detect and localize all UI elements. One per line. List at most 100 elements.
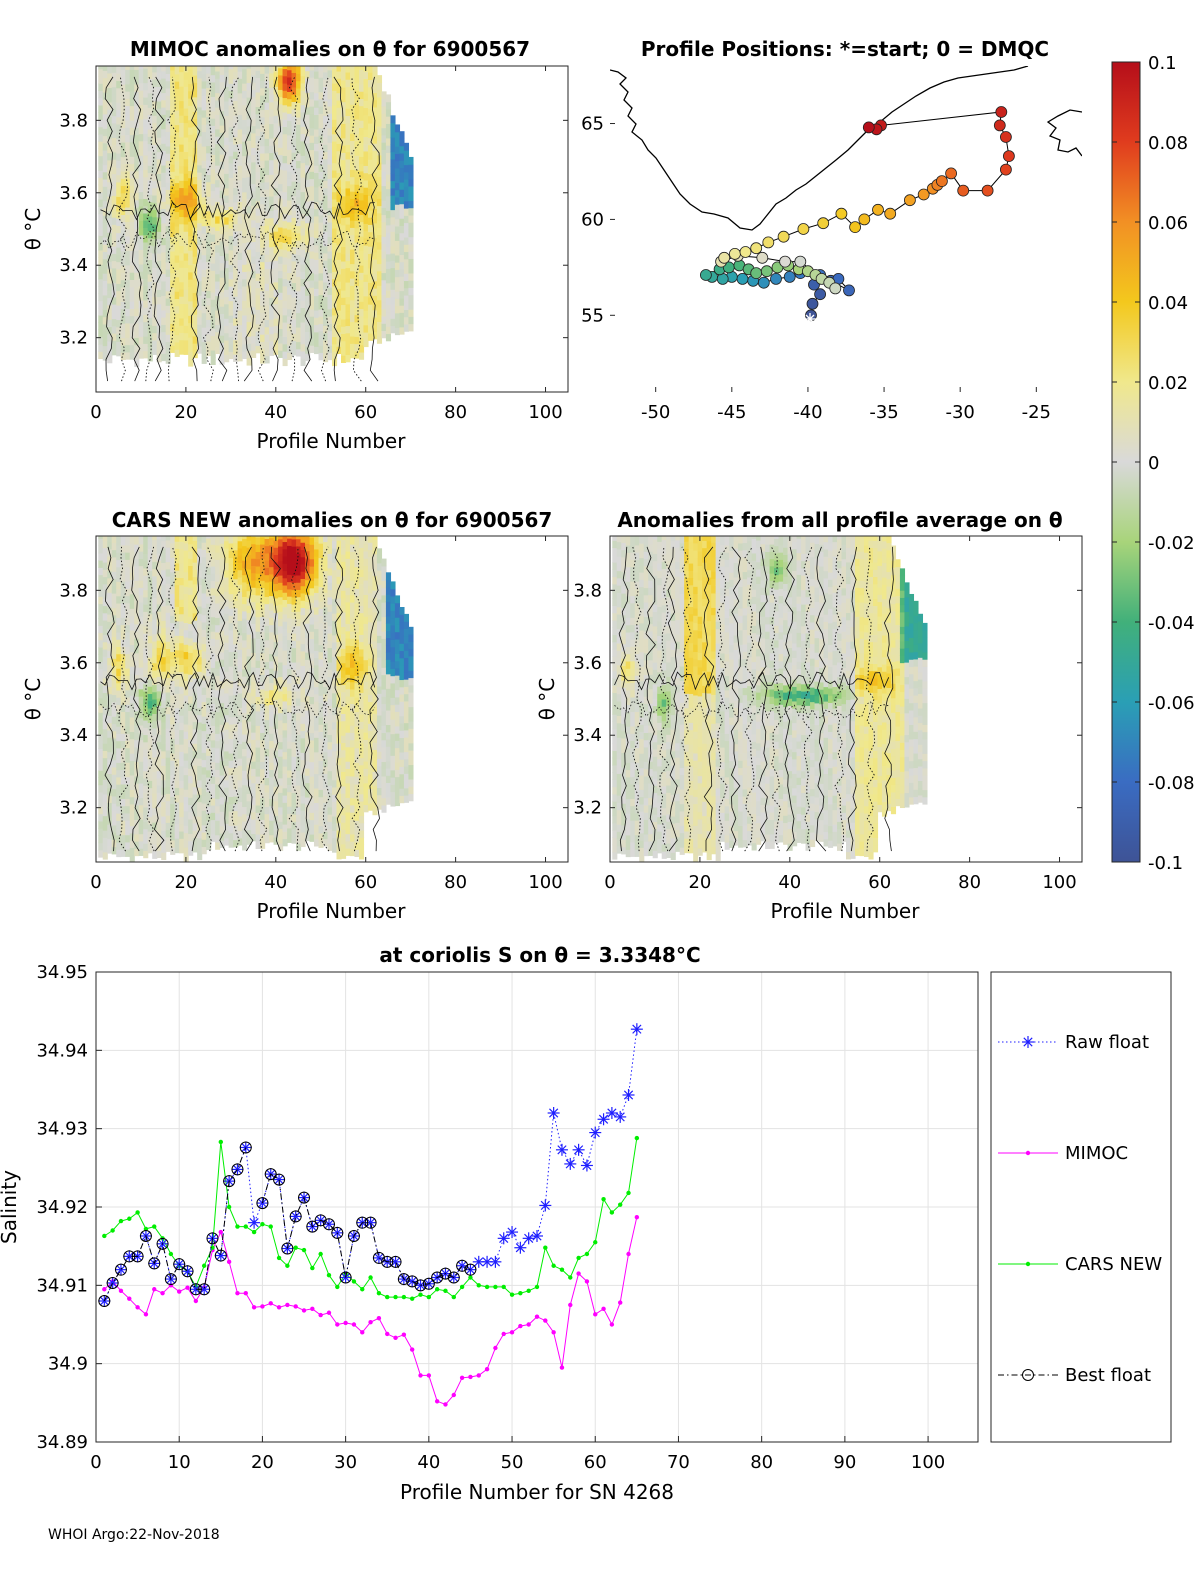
heatmap-cell xyxy=(237,794,243,803)
heatmap-cell xyxy=(278,74,284,83)
heatmap-cell xyxy=(215,107,221,115)
heatmap-cell xyxy=(255,338,261,347)
heatmap-cell xyxy=(228,767,234,776)
heatmap-cell xyxy=(192,721,198,730)
heatmap-cell xyxy=(336,99,342,108)
heatmap-cell xyxy=(170,738,176,747)
heatmap-cell xyxy=(367,282,374,291)
heatmap-cell xyxy=(291,640,297,649)
heatmap-cell xyxy=(224,347,230,356)
heatmap-cell xyxy=(381,163,387,172)
heatmap-cell xyxy=(314,310,320,318)
heatmap-cell xyxy=(394,320,401,328)
heatmap-cell xyxy=(228,343,234,352)
heatmap-cell xyxy=(385,166,392,175)
heatmap-cell xyxy=(98,726,104,735)
heatmap-cell xyxy=(98,617,104,626)
heatmap-cell xyxy=(309,84,315,93)
heatmap-cell xyxy=(219,313,225,322)
heatmap-cell xyxy=(237,830,243,839)
heatmap-cell xyxy=(233,354,239,362)
heatmap-cell xyxy=(156,173,162,182)
heatmap-cell xyxy=(390,166,396,174)
heatmap-cell xyxy=(228,608,234,616)
heatmap-cell xyxy=(156,231,162,240)
heatmap-cell xyxy=(192,306,198,315)
heatmap-cell xyxy=(264,704,270,713)
heatmap-cell xyxy=(129,796,135,805)
heatmap-cell xyxy=(305,287,311,296)
heatmap-cell xyxy=(237,591,243,600)
heatmap-cell xyxy=(147,186,153,195)
heatmap-cell xyxy=(242,647,248,655)
heatmap-cell xyxy=(345,122,351,131)
heatmap-cell xyxy=(309,66,315,71)
heatmap-cell xyxy=(408,258,414,267)
heatmap-cell xyxy=(287,330,293,339)
heatmap-cell xyxy=(161,309,167,318)
heatmap-cell xyxy=(107,196,113,204)
heatmap-cell xyxy=(125,177,131,186)
heatmap-cell xyxy=(345,93,351,102)
heatmap-cell xyxy=(210,660,216,668)
heatmap-cell xyxy=(156,806,162,815)
heatmap-cell xyxy=(161,317,167,325)
heatmap-cell xyxy=(273,619,279,628)
heatmap-cell xyxy=(174,95,180,104)
heatmap-cell xyxy=(264,319,270,328)
heatmap-cell xyxy=(219,564,225,573)
heatmap-cell xyxy=(345,274,351,283)
heatmap-cell xyxy=(273,626,279,635)
heatmap-cell xyxy=(394,312,401,321)
heatmap-cell xyxy=(264,275,270,284)
heatmap-cell xyxy=(201,549,207,558)
heatmap-cell xyxy=(340,94,347,103)
heatmap-cell xyxy=(183,738,189,747)
heatmap-cell xyxy=(399,203,405,212)
heatmap-cell xyxy=(372,99,378,108)
heatmap-cell xyxy=(385,297,392,306)
heatmap-cell xyxy=(143,343,149,352)
heatmap-cell xyxy=(201,578,207,587)
heatmap-cell xyxy=(215,566,221,575)
heatmap-cell xyxy=(120,308,126,317)
heatmap-cell xyxy=(363,339,369,348)
heatmap-cell xyxy=(224,685,230,694)
heatmap-cell xyxy=(251,594,257,603)
heatmap-cell xyxy=(228,731,234,740)
heatmap-cell xyxy=(269,253,275,262)
heatmap-cell xyxy=(237,837,243,846)
heatmap-cell xyxy=(278,756,284,764)
heatmap-cell xyxy=(116,203,122,212)
heatmap-cell xyxy=(215,798,221,807)
heatmap-cell xyxy=(206,784,212,793)
heatmap-cell xyxy=(125,841,131,850)
heatmap-cell xyxy=(201,730,207,739)
heatmap-cell xyxy=(165,786,171,794)
heatmap-cell xyxy=(134,293,140,302)
heatmap-cell xyxy=(206,341,212,349)
heatmap-cell xyxy=(138,263,144,272)
heatmap-cell xyxy=(111,318,117,327)
heatmap-cell xyxy=(138,205,144,214)
heatmap-cell xyxy=(278,669,284,677)
heatmap-cell xyxy=(273,274,279,283)
heatmap-cell xyxy=(134,141,140,150)
heatmap-cell xyxy=(206,581,212,590)
heatmap-cell xyxy=(219,818,225,827)
heatmap-cell xyxy=(255,215,261,223)
heatmap-cell xyxy=(305,66,311,72)
heatmap-cell xyxy=(255,171,261,180)
heatmap-cell xyxy=(107,239,113,248)
heatmap-cell xyxy=(358,120,365,128)
heatmap-cell xyxy=(305,200,311,209)
heatmap-cell xyxy=(336,324,342,333)
heatmap-cell xyxy=(300,300,306,308)
heatmap-cell xyxy=(143,756,149,765)
heatmap-cell xyxy=(282,155,288,164)
heatmap-cell xyxy=(340,355,347,363)
heatmap-cell xyxy=(278,89,284,98)
heatmap-cell xyxy=(273,347,279,355)
heatmap-cell xyxy=(273,194,279,203)
profile-position-marker xyxy=(936,175,948,188)
